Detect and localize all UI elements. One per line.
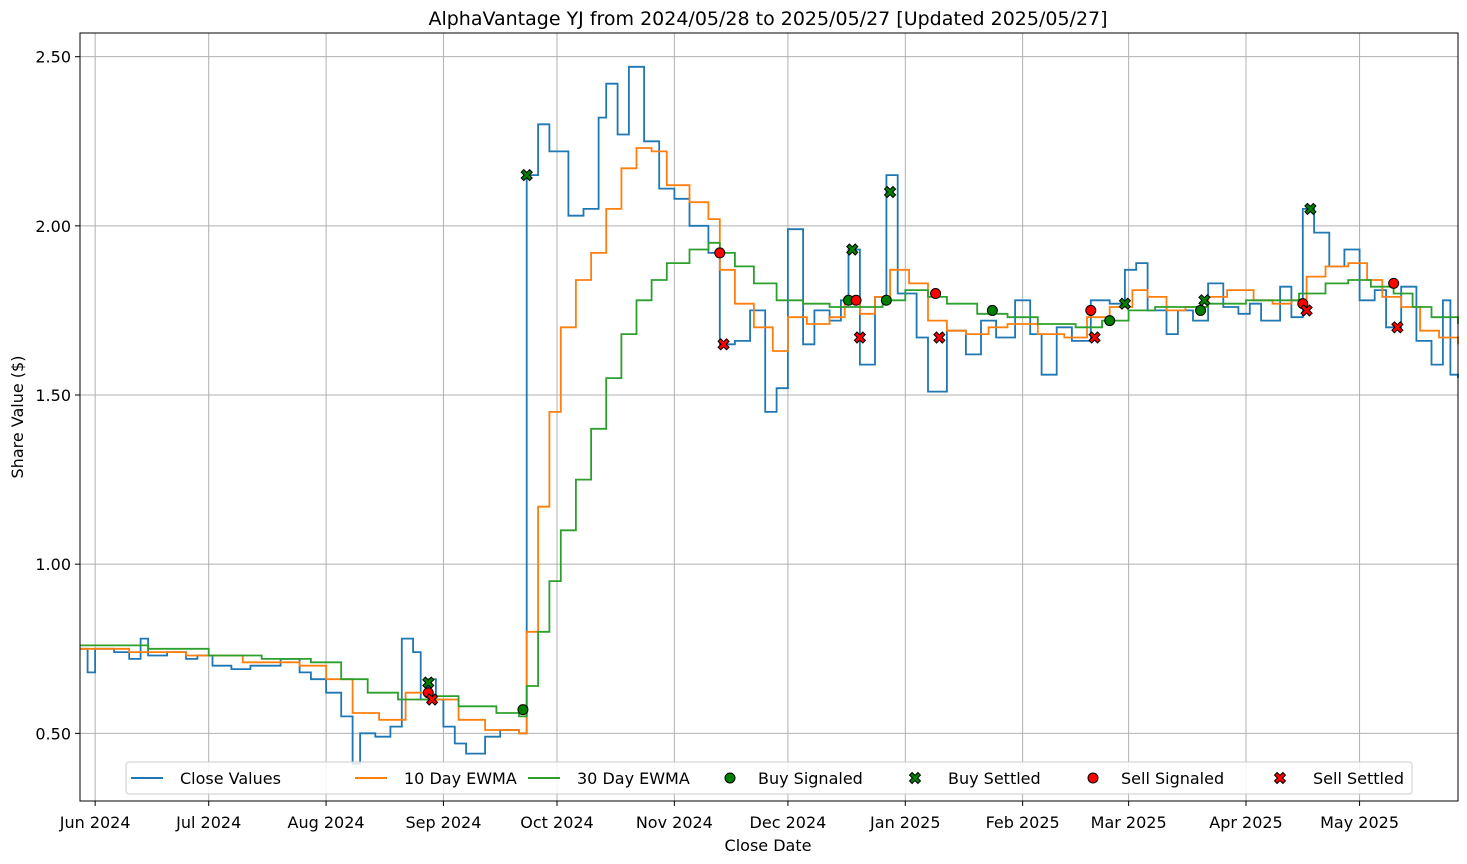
- x-tick-label: Jan 2025: [869, 813, 940, 832]
- marker-sell-signaled: [714, 247, 726, 259]
- legend-item-close-values: Close Values: [131, 769, 281, 788]
- x-tick-label: May 2025: [1320, 813, 1399, 832]
- marker-buy-signaled: [1195, 304, 1207, 316]
- y-axis-title: Share Value ($): [8, 356, 27, 479]
- y-tick-label: 0.50: [35, 724, 71, 743]
- legend-label: 30 Day EWMA: [577, 769, 690, 788]
- marker-sell-signaled: [850, 294, 862, 306]
- marker-sell-settled: [853, 331, 867, 344]
- legend-swatch: [1273, 771, 1287, 785]
- x-tick-label: Feb 2025: [986, 813, 1060, 832]
- marker-buy-signaled: [1104, 315, 1116, 327]
- marker-sell-settled: [933, 331, 946, 344]
- marker-buy-settled: [520, 168, 533, 182]
- grid: [80, 33, 1458, 801]
- chart-title: AlphaVantage YJ from 2024/05/28 to 2025/…: [428, 8, 1107, 30]
- marker-buy-signaled: [517, 704, 529, 716]
- legend-swatch: [724, 772, 736, 784]
- x-tick-label: Apr 2025: [1209, 813, 1282, 832]
- y-tick-label: 1.00: [35, 555, 71, 574]
- marker-buy-settled: [1304, 202, 1317, 216]
- marker-sell-settled: [1300, 304, 1313, 317]
- x-tick-label: Nov 2024: [636, 813, 713, 832]
- marker-sell-settled: [1088, 331, 1101, 344]
- marker-buy-settled: [846, 243, 859, 256]
- marker-buy-settled: [422, 676, 435, 689]
- legend: Close Values 10 Day EWMA 30 Day EWMA Buy Si…: [125, 761, 1413, 795]
- x-tick-label: Jun 2024: [59, 813, 131, 832]
- legend-label: Sell Signaled: [1121, 769, 1224, 788]
- series-layer: [80, 65, 1459, 765]
- marker-layer: [422, 168, 1404, 716]
- legend-label: Buy Signaled: [758, 769, 863, 788]
- marker-buy-signaled: [986, 304, 998, 316]
- marker-buy-settled: [1118, 297, 1132, 310]
- x-tick-label: Oct 2024: [520, 813, 593, 832]
- x-axis: Jun 2024 Jul 2024 Aug 2024 Sep 2024 Oct 2024…: [59, 801, 1399, 832]
- x-tick-label: Mar 2025: [1091, 813, 1167, 832]
- marker-buy-settled: [883, 185, 897, 199]
- y-tick-label: 2.50: [35, 48, 71, 67]
- marker-sell-settled: [1391, 321, 1404, 334]
- series-30-day-ewma: [80, 241, 1459, 718]
- legend-label: Sell Settled: [1313, 769, 1404, 788]
- legend-label: Buy Settled: [948, 769, 1041, 788]
- x-tick-label: Dec 2024: [750, 813, 827, 832]
- legend-item-sell-signaled: Sell Signaled: [1087, 769, 1224, 788]
- legend-item-buy-settled: Buy Settled: [908, 769, 1041, 788]
- legend-item-30-day-ewma: 30 Day EWMA: [528, 769, 690, 788]
- marker-sell-signaled: [1388, 277, 1400, 289]
- marker-sell-signaled: [930, 288, 942, 300]
- x-tick-label: Jul 2024: [175, 813, 241, 832]
- series-close-values: [80, 65, 1459, 765]
- y-axis: 0.50 1.00 1.50 2.00 2.50: [35, 48, 80, 743]
- marker-sell-settled: [425, 693, 439, 706]
- legend-item-buy-signaled: Buy Signaled: [724, 769, 863, 788]
- legend-item-10-day-ewma: 10 Day EWMA: [355, 769, 517, 788]
- plot-frame: [79, 32, 1459, 802]
- legend-swatch: [908, 771, 922, 785]
- marker-sell-settled: [717, 338, 730, 351]
- legend-swatch: [1087, 772, 1099, 784]
- legend-box: [125, 761, 1413, 795]
- y-tick-label: 2.00: [35, 217, 71, 236]
- y-tick-label: 1.50: [35, 386, 71, 405]
- x-tick-label: Aug 2024: [288, 813, 365, 832]
- series-10-day-ewma: [80, 147, 1459, 735]
- marker-sell-signaled: [1085, 304, 1097, 316]
- legend-item-sell-settled: Sell Settled: [1273, 769, 1404, 788]
- x-tick-label: Sep 2024: [405, 813, 481, 832]
- marker-buy-signaled: [880, 294, 892, 306]
- legend-label: Close Values: [180, 769, 281, 788]
- legend-label: 10 Day EWMA: [404, 769, 517, 788]
- x-axis-title: Close Date: [725, 836, 812, 855]
- marker-buy-settled: [1198, 294, 1211, 307]
